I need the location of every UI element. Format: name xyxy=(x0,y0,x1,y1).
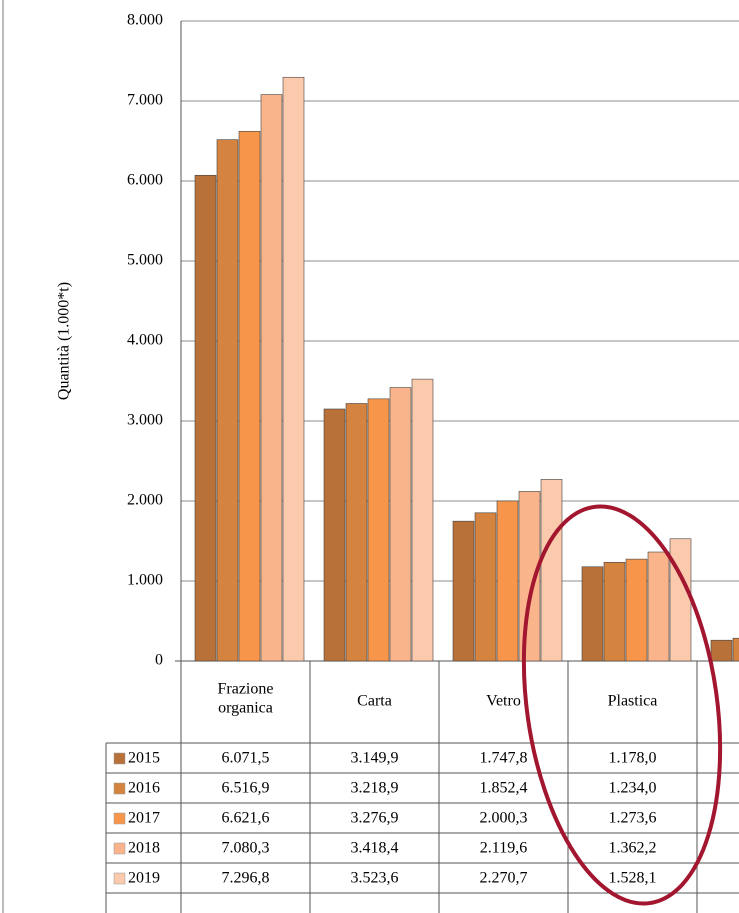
bar xyxy=(496,500,519,662)
bar xyxy=(260,94,283,662)
table-value: 6.621,6 xyxy=(222,810,270,827)
legend-label: 2016 xyxy=(128,780,160,797)
bar xyxy=(603,561,626,662)
y-tick-label: 8.000 xyxy=(127,12,163,29)
table-value: 6.516,9 xyxy=(222,780,270,797)
y-tick-label: 5.000 xyxy=(127,252,163,269)
bar xyxy=(732,637,739,662)
legend-label: 2018 xyxy=(128,840,160,857)
table-value: 3.276,9 xyxy=(351,810,399,827)
legend-label: 2017 xyxy=(128,810,160,827)
table-value: 2.270,7 xyxy=(480,870,528,887)
category-label: Carta xyxy=(357,693,392,710)
table-value: 1.178,0 xyxy=(609,750,657,767)
category-label: Frazione organica xyxy=(218,680,274,716)
table-value: 1.234,0 xyxy=(609,780,657,797)
y-tick-label: 6.000 xyxy=(127,172,163,189)
table-value: 1.273,6 xyxy=(609,810,657,827)
y-tick-label: 1.000 xyxy=(127,572,163,589)
table-value: 7.080,3 xyxy=(222,840,270,857)
bar xyxy=(581,566,604,662)
y-tick-label: 2.000 xyxy=(127,492,163,509)
legend-label: 2019 xyxy=(128,870,160,887)
table-value: 3.418,4 xyxy=(351,840,399,857)
table-value: 1.362,2 xyxy=(609,840,657,857)
category-label: Vetro xyxy=(486,693,521,710)
bar xyxy=(194,174,217,662)
y-tick-label: 3.000 xyxy=(127,412,163,429)
table-value: 3.149,9 xyxy=(351,750,399,767)
table-value: 7.296,8 xyxy=(222,870,270,887)
bar xyxy=(389,387,412,662)
bar xyxy=(345,403,368,662)
table-value: 1.528,1 xyxy=(609,870,657,887)
y-tick-label: 7.000 xyxy=(127,92,163,109)
bar xyxy=(323,408,346,662)
category-label: Plastica xyxy=(608,693,658,710)
table-value: 1.852,4 xyxy=(480,780,528,797)
legend-swatch xyxy=(113,872,126,885)
bar xyxy=(518,491,541,662)
highlight-ellipse xyxy=(521,504,723,906)
table-value: 3.218,9 xyxy=(351,780,399,797)
bar xyxy=(282,76,305,662)
bar xyxy=(452,520,475,662)
bar xyxy=(710,639,733,662)
table-value: 1.747,8 xyxy=(480,750,528,767)
bar xyxy=(411,378,434,662)
legend-label: 2015 xyxy=(128,750,160,767)
legend-swatch xyxy=(113,782,126,795)
table-value: 6.071,5 xyxy=(222,750,270,767)
table-value: 3.523,6 xyxy=(351,870,399,887)
bar xyxy=(647,551,670,662)
legend-swatch xyxy=(113,812,126,825)
bar xyxy=(669,538,692,662)
bar xyxy=(540,479,563,662)
bar xyxy=(238,130,261,662)
table-value: 2.000,3 xyxy=(480,810,528,827)
legend-swatch xyxy=(113,752,126,765)
y-axis-label: Quantità (1.000*t) xyxy=(56,282,73,400)
bar xyxy=(474,512,497,662)
bar xyxy=(367,398,390,662)
table-value: 2.119,6 xyxy=(480,840,527,857)
y-tick-label: 4.000 xyxy=(127,332,163,349)
y-tick-label: 0 xyxy=(155,652,163,669)
legend-swatch xyxy=(113,842,126,855)
bar xyxy=(625,558,648,662)
bar xyxy=(216,139,239,662)
